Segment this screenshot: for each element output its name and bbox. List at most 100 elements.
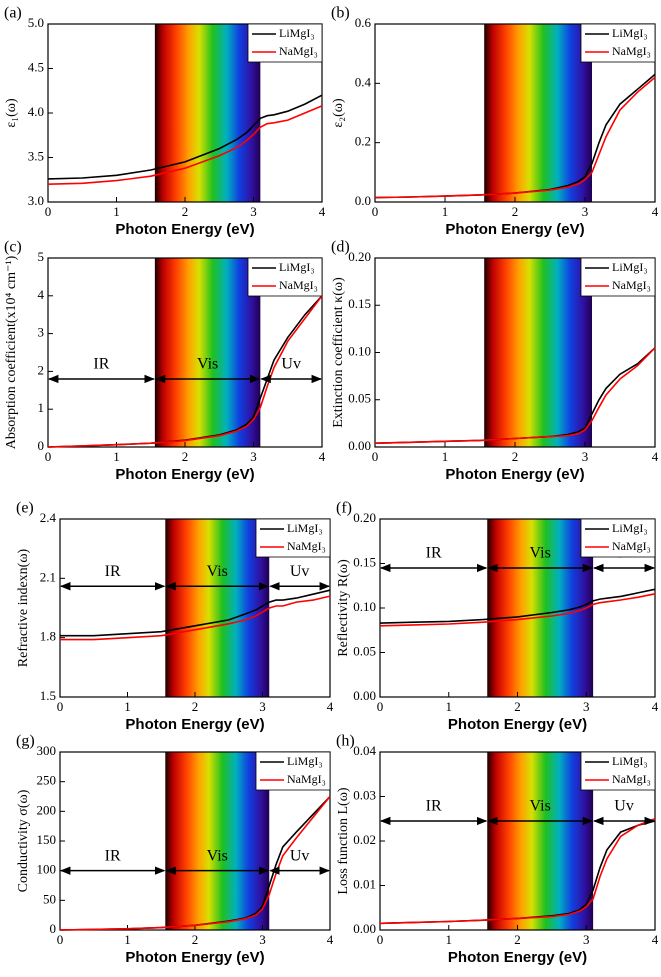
- legend-label: NaMgI₃: [279, 44, 318, 58]
- x-tick-label: 4: [327, 699, 334, 714]
- visible-spectrum-band: [154, 24, 261, 202]
- panel: 0 1 2 3 4 0.00 0.05 0.10 0.15 0.20 Photon Energy (…: [336, 500, 659, 733]
- region-label: Vis: [530, 545, 551, 562]
- panel-label: (b): [331, 5, 350, 22]
- x-tick-label: 2: [182, 449, 189, 464]
- x-tick-label: 0: [372, 204, 379, 219]
- y-tick-label: 50: [43, 891, 56, 906]
- region-label: Uv: [290, 847, 310, 864]
- panel: 0 1 2 3 4 1.5 1.8 2.1 2.4 Photon Energy (eV) Refra…: [16, 500, 334, 733]
- region-label: IR: [105, 563, 121, 580]
- visible-spectrum-band: [484, 258, 592, 447]
- y-axis-label: Absorption coefficient(x10⁴ cm⁻¹): [4, 255, 19, 449]
- y-tick-label: 5: [38, 249, 45, 264]
- y-tick-label: 0.02: [353, 832, 376, 847]
- y-tick-label: 0: [38, 438, 45, 453]
- x-tick-label: 4: [327, 932, 334, 947]
- y-tick-label: 5.0: [28, 15, 44, 30]
- x-axis-label: Photon Energy (eV): [445, 221, 584, 238]
- panel-label: (c): [4, 239, 22, 256]
- panel-label: (d): [331, 239, 350, 256]
- region-label: Uv: [290, 563, 310, 580]
- legend-label: LiMgI₃: [612, 521, 648, 535]
- region-label: IR: [426, 545, 442, 562]
- visible-spectrum-band: [154, 258, 261, 447]
- y-tick-label: 4: [38, 287, 45, 302]
- data-line: [374, 76, 656, 199]
- x-tick-label: 0: [377, 932, 384, 947]
- region-label: Vis: [207, 847, 228, 864]
- legend-label: NaMgI₃: [287, 772, 326, 786]
- y-tick-label: 3.0: [28, 193, 44, 208]
- y-tick-label: 2.4: [40, 510, 57, 525]
- x-tick-label: 1: [442, 204, 449, 219]
- region-label: IR: [105, 847, 121, 864]
- x-tick-label: 2: [514, 932, 521, 947]
- x-tick-label: 3: [259, 699, 266, 714]
- x-axis-label: Photon Energy (eV): [125, 716, 264, 733]
- legend-box: [247, 257, 323, 297]
- legend-box: [247, 23, 323, 63]
- legend-label: NaMgI₃: [612, 772, 651, 786]
- x-axis-label: Photon Energy (eV): [445, 466, 584, 483]
- x-tick-label: 2: [514, 699, 521, 714]
- y-axis-label: ε₁(ω): [4, 98, 19, 128]
- y-tick-label: 0.6: [355, 15, 372, 30]
- y-tick-label: 0.00: [353, 688, 376, 703]
- panel: 0 1 2 3 4 0.00 0.05 0.10 0.15 0.20 Photon Energy (…: [331, 239, 659, 483]
- y-tick-label: 200: [37, 802, 57, 817]
- region-label: Vis: [530, 798, 551, 815]
- x-tick-label: 4: [652, 699, 659, 714]
- x-tick-label: 0: [377, 699, 384, 714]
- y-tick-label: 0.01: [353, 876, 376, 891]
- x-tick-label: 4: [652, 204, 659, 219]
- data-line: [379, 588, 656, 624]
- data-line: [60, 595, 331, 641]
- legend-box: [580, 518, 656, 558]
- y-axis-label: Reflectivity R(ω): [336, 559, 351, 657]
- y-tick-label: 150: [37, 832, 57, 847]
- x-tick-label: 1: [446, 932, 453, 947]
- y-tick-label: 0.05: [348, 391, 371, 406]
- visible-spectrum-band: [487, 752, 594, 930]
- y-tick-label: 3.5: [28, 148, 44, 163]
- y-axis-label: Loss function L(ω): [336, 787, 351, 895]
- legend-box: [255, 518, 331, 558]
- legend-box: [580, 257, 656, 297]
- region-label: IR: [93, 356, 109, 373]
- y-tick-label: 0.10: [353, 599, 376, 614]
- legend-label: LiMgI₃: [287, 754, 323, 768]
- y-tick-label: 0.20: [353, 510, 376, 525]
- data-line: [59, 795, 331, 931]
- y-tick-label: 1.8: [40, 629, 56, 644]
- y-tick-label: 0.10: [348, 343, 371, 358]
- y-tick-label: 0.15: [353, 554, 376, 569]
- y-axis-label: Refractive indexn(ω): [16, 548, 31, 667]
- y-tick-label: 4.5: [28, 59, 44, 74]
- region-label: Vis: [197, 356, 218, 373]
- y-tick-label: 0.04: [353, 743, 376, 758]
- x-tick-label: 3: [582, 449, 589, 464]
- x-tick-label: 1: [442, 449, 449, 464]
- visible-spectrum-band: [165, 752, 270, 930]
- x-axis-label: Photon Energy (eV): [115, 221, 254, 238]
- x-tick-label: 1: [446, 699, 453, 714]
- panel-label: (e): [16, 500, 34, 517]
- panel: 0 1 2 3 4 0.0 0.2 0.4 0.6 Photon Energy (eV) ε₂(ω)…: [331, 5, 659, 238]
- x-tick-label: 1: [124, 699, 131, 714]
- legend-box: [580, 751, 656, 791]
- x-tick-label: 2: [512, 204, 519, 219]
- x-tick-label: 1: [113, 449, 120, 464]
- x-tick-label: 1: [124, 932, 131, 947]
- data-line: [47, 105, 323, 185]
- region-label: IR: [426, 798, 442, 815]
- y-tick-label: 0.20: [348, 249, 371, 264]
- x-tick-label: 4: [319, 204, 326, 219]
- y-tick-label: 0.05: [353, 643, 376, 658]
- region-label: Vis: [207, 563, 228, 580]
- x-tick-label: 3: [582, 204, 589, 219]
- x-tick-label: 3: [259, 932, 266, 947]
- legend-label: LiMgI₃: [287, 521, 323, 535]
- x-tick-label: 3: [250, 449, 257, 464]
- x-tick-label: 4: [652, 932, 659, 947]
